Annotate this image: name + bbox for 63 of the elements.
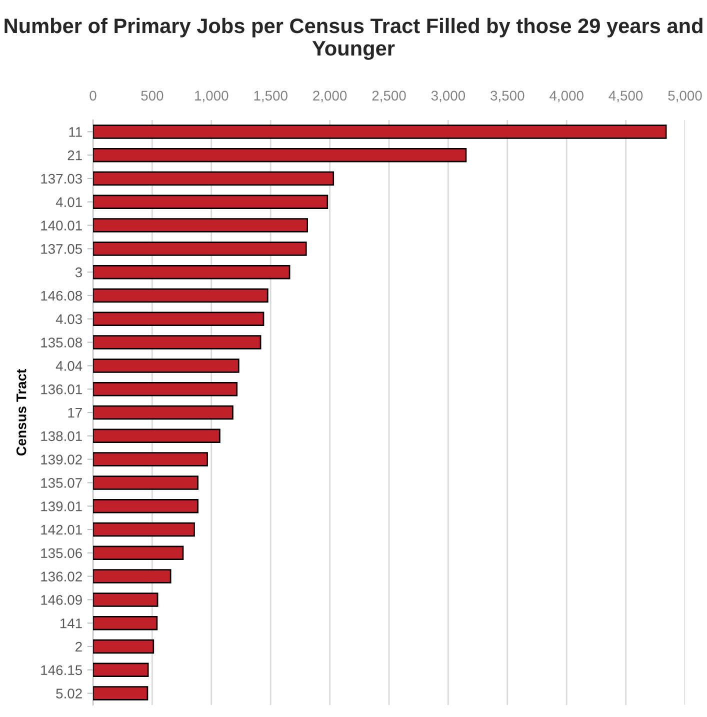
bar [93,242,307,256]
bar [93,522,195,537]
x-tick-label: 500 [141,90,164,101]
y-tick-label: 5.02 [56,688,82,698]
bar [93,546,184,560]
bar [93,405,234,420]
bar [93,639,154,654]
y-axis-title: Census Tract [16,369,26,456]
y-tick-label: 135.06 [41,548,82,558]
bar [93,616,158,630]
y-tick-label: 146.08 [41,290,82,301]
bar [93,218,308,232]
y-tick-label: 4.01 [56,197,82,208]
y-tick-label: 141 [60,618,82,628]
chart-title: Number of Primary Jobs per Census Tract Filled by those 29 years and Younger [4,18,702,60]
x-tick-label: 5,000 [668,90,702,102]
bar [93,194,328,210]
bar [93,686,148,700]
y-tick-label: 146.15 [41,665,82,676]
bar [93,592,158,607]
x-tick-label: 3,500 [490,90,524,102]
x-tick-label: 4,500 [608,90,643,102]
y-tick-label: 17 [68,408,82,418]
bar [93,312,264,326]
bar [93,382,238,396]
x-tick-label: 4,000 [550,90,584,102]
bar [93,569,172,584]
bar [93,498,198,514]
y-tick-label: 135.08 [41,338,82,348]
bar [93,124,667,139]
y-tick-label: 3 [75,267,82,278]
x-tick-label: 1,000 [195,90,228,102]
bar [93,452,208,466]
y-tick-label: 138.01 [41,431,82,442]
y-tick-label: 135.07 [41,478,82,488]
x-tick-label: 1,500 [254,90,288,102]
y-tick-label: 137.03 [41,174,82,184]
bar [93,335,262,350]
bar [93,288,268,303]
y-tick-label: 136.02 [41,572,82,582]
y-tick-label: 146.09 [41,595,82,605]
y-tick-label: 142.01 [41,524,82,535]
bar [93,662,149,678]
y-tick-label: 137.05 [41,244,82,254]
y-tick-label: 139.01 [41,501,82,512]
x-tick-label: 2,000 [313,90,347,102]
bar [93,358,240,373]
y-tick-label: 139.02 [41,454,82,464]
x-tick-label: 3,000 [431,90,466,102]
y-tick-label: 21 [68,150,82,160]
bar [93,428,220,444]
bar [93,264,290,280]
y-tick-label: 4.04 [56,361,82,371]
x-tick-label: 2,500 [372,90,406,102]
y-tick-label: 4.03 [56,314,82,324]
bar [93,148,467,162]
y-tick-label: 11 [69,127,82,137]
y-tick-label: 2 [76,642,82,652]
y-tick-label: 140.01 [41,220,82,230]
y-tick-label: 136.01 [41,384,82,394]
x-tick-label: 0 [90,90,96,101]
bar [93,476,198,490]
bar [93,171,334,186]
